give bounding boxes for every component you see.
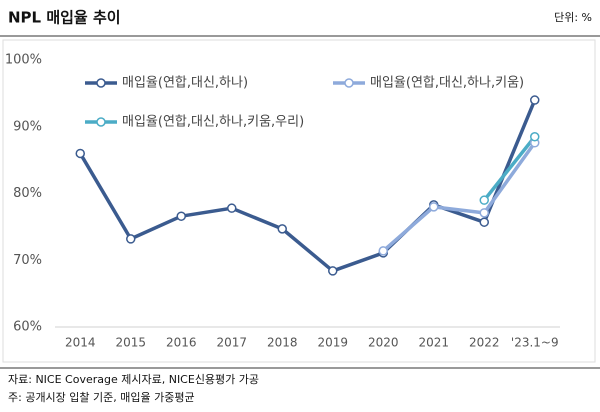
x-tick-label: 2018 [267, 336, 298, 350]
legend-marker [96, 117, 106, 127]
x-tick-label: 2020 [368, 336, 399, 350]
x-tick-label: 2019 [317, 336, 348, 350]
x-tick-label: 2021 [418, 336, 449, 350]
y-tick-label: 100% [5, 53, 42, 68]
point [75, 148, 85, 159]
chart-title: NPL 매입율 추이 [8, 9, 121, 27]
x-tick-label: 2022 [469, 336, 500, 350]
x-tick-label: '23.1~9 [511, 336, 559, 350]
series-line [482, 135, 537, 202]
legend-marker [96, 78, 106, 88]
y-tick-label: 90% [13, 119, 42, 134]
legend-marker [344, 78, 354, 88]
unit-label: 단위: % [554, 11, 592, 24]
point [126, 234, 136, 244]
point [227, 203, 237, 213]
x-tick-label: 2014 [65, 336, 96, 350]
legend-label: 매입율(연합,대신,하나) [122, 76, 248, 91]
plot-frame [2, 39, 596, 363]
series-line [78, 99, 537, 273]
y-tick-label: 70% [13, 253, 42, 268]
note: 주: 공개시장 입찰 기준, 매입율 가중평균 [8, 391, 195, 404]
point [176, 211, 186, 221]
x-tick-label: 2016 [166, 336, 197, 350]
point [378, 246, 388, 256]
point [479, 217, 489, 227]
point [277, 224, 287, 234]
point [479, 195, 489, 205]
point [530, 95, 540, 105]
legend-label: 매입율(연합,대신,하나,키움,우리) [122, 115, 304, 130]
y-tick-label: 60% [13, 320, 42, 335]
point [479, 208, 489, 218]
point [429, 202, 439, 212]
y-tick-label: 80% [13, 186, 42, 201]
legend-label: 매입율(연합,대신,하나,키움) [370, 76, 524, 91]
point [328, 266, 338, 276]
x-tick-label: 2015 [115, 336, 146, 350]
series-line [382, 141, 537, 253]
point [530, 132, 540, 142]
x-tick-label: 2017 [216, 336, 247, 350]
note: 자료: NICE Coverage 제시자료, NICE신용평가 가공 [8, 373, 259, 386]
